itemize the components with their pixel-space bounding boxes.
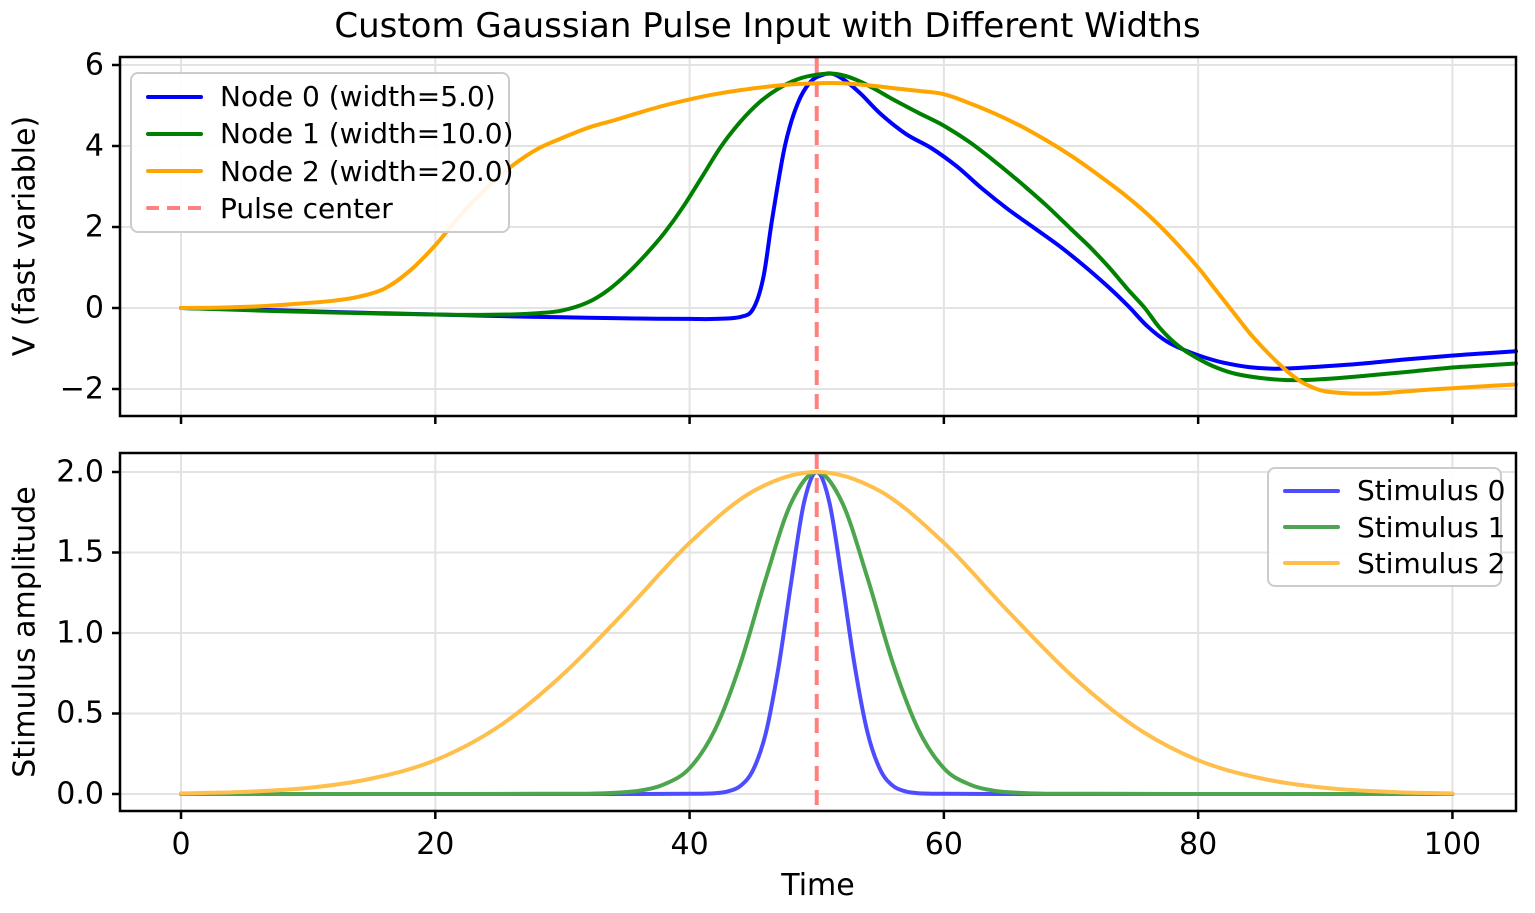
bottom-y-tick-label-0.0: 0.0 xyxy=(56,776,104,812)
bottom-y-tick-label-0.5: 0.5 xyxy=(56,695,104,731)
top-y-tick-label-6: 6 xyxy=(84,47,104,83)
legend-dashed-line-swatch xyxy=(146,206,203,211)
top-legend: Node 0 (width=5.0) Node 1 (width=10.0) Nod… xyxy=(130,72,514,233)
x-axis-label: Time xyxy=(781,868,855,903)
legend-item-node-1-width-10-0: Node 1 (width=10.0) xyxy=(146,117,514,150)
legend-label: Stimulus 0 xyxy=(1357,474,1506,508)
x-tick-label-60: 60 xyxy=(924,827,963,862)
x-tick-label-0: 0 xyxy=(171,827,191,862)
legend-item-pulse-center: Pulse center xyxy=(146,192,498,225)
node-1-width-10-0-curve xyxy=(179,71,1518,383)
top-panel xyxy=(112,55,1518,424)
legend-item-node-2-width-20-0: Node 2 (width=20.0) xyxy=(146,155,514,188)
x-tick-label-100: 100 xyxy=(1423,827,1482,862)
legend-line-swatch xyxy=(146,131,203,136)
bottom-y-tick-label-2.0: 2.0 xyxy=(56,454,104,490)
bottom-panel xyxy=(112,451,1518,819)
top-y-tick-label-4: 4 xyxy=(84,128,104,164)
top-panel-spines xyxy=(118,55,1518,418)
bottom-y-axis-label: Stimulus amplitude xyxy=(7,486,43,778)
legend-line-swatch xyxy=(146,169,203,174)
bottom-y-tick-label-1.0: 1.0 xyxy=(56,615,104,651)
legend-label: Pulse center xyxy=(220,191,393,225)
bottom-panel-ticks xyxy=(112,470,1454,819)
legend-line-swatch xyxy=(146,94,203,99)
top-panel-ticks xyxy=(112,63,1454,424)
x-tick-label-20: 20 xyxy=(416,827,455,862)
legend-line-swatch xyxy=(1283,561,1340,566)
x-tick-label-40: 40 xyxy=(670,827,709,862)
top-y-axis-label: V (fast variable) xyxy=(7,115,43,357)
top-y-tick-label-2: 2 xyxy=(84,209,104,245)
legend-line-swatch xyxy=(1283,488,1340,493)
bottom-y-tick-label-1.5: 1.5 xyxy=(56,534,104,570)
bottom-legend: Stimulus 0 Stimulus 1 Stimulus 2 xyxy=(1267,467,1505,587)
legend-label: Node 1 (width=10.0) xyxy=(220,117,514,151)
legend-item-stimulus-2: Stimulus 2 xyxy=(1283,547,1505,580)
top-y-tick-label-−2: −2 xyxy=(59,371,104,407)
legend-item-stimulus-1: Stimulus 1 xyxy=(1283,511,1505,544)
figure-title: Custom Gaussian Pulse Input with Differe… xyxy=(334,6,1201,46)
legend-label: Stimulus 1 xyxy=(1357,510,1506,544)
stimulus-2-curve xyxy=(179,470,1455,796)
legend-item-stimulus-0: Stimulus 0 xyxy=(1283,474,1505,507)
legend-label: Stimulus 2 xyxy=(1357,546,1506,580)
legend-line-swatch xyxy=(1283,525,1340,529)
node-0-width-5-0-curve xyxy=(179,71,1518,371)
legend-label: Node 2 (width=20.0) xyxy=(220,154,514,188)
legend-label: Node 0 (width=5.0) xyxy=(220,80,496,114)
legend-item-node-0-width-5-0: Node 0 (width=5.0) xyxy=(146,80,498,113)
x-tick-label-80: 80 xyxy=(1179,827,1218,862)
top-y-tick-label-0: 0 xyxy=(84,290,104,326)
